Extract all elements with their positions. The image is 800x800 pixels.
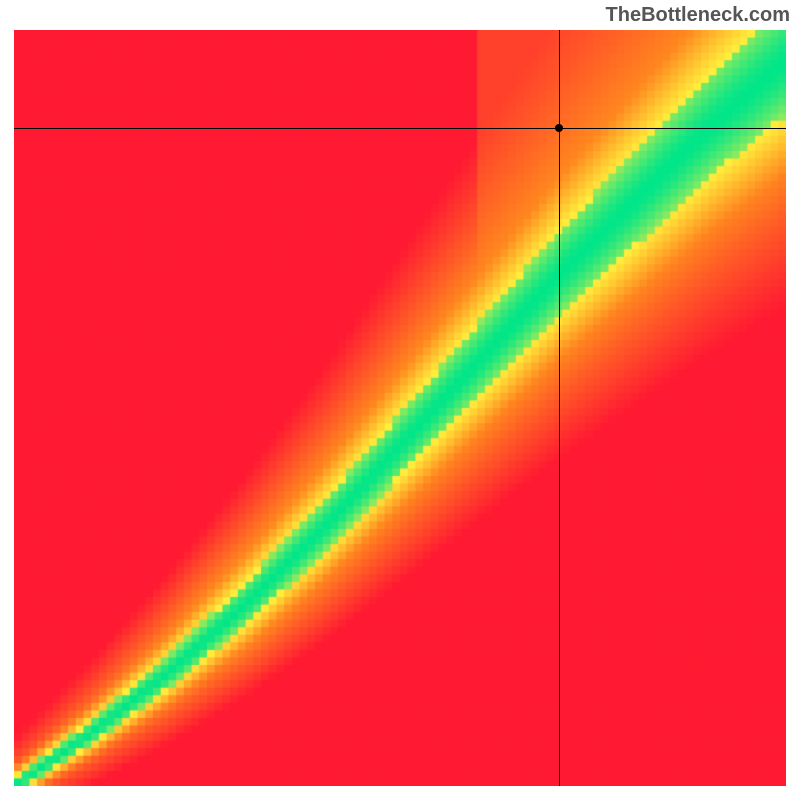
bottleneck-heatmap: [14, 30, 786, 786]
watermark: TheBottleneck.com: [606, 4, 790, 27]
heatmap-canvas: [14, 30, 786, 786]
